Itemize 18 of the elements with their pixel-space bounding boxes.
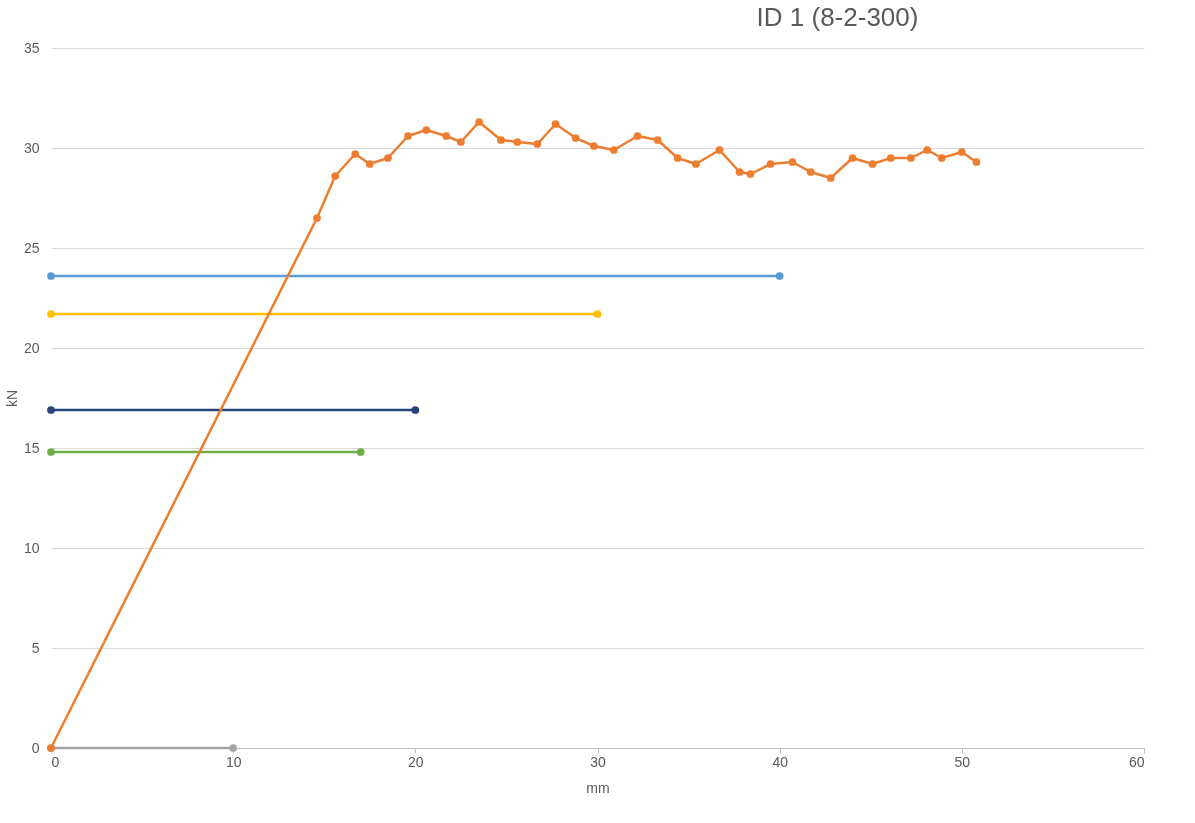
y-tick-label: 5 [31, 639, 40, 656]
y-tick-label: 30 [23, 139, 40, 156]
x-tick-label: 50 [954, 753, 971, 770]
y-tick-label: 15 [23, 439, 40, 456]
y-tick-label: 0 [31, 739, 40, 756]
x-tick-label: 30 [590, 753, 606, 770]
y-axis-title: kN [3, 389, 20, 408]
x-tick-label: 60 [1128, 753, 1145, 770]
x-axis-title: mm [586, 779, 610, 796]
y-tick-label: 10 [23, 539, 40, 556]
x-tick-label: 10 [225, 753, 242, 770]
y-tick-label: 25 [23, 239, 40, 256]
x-tick-label: 0 [51, 753, 60, 770]
chart-title: ID 1 (8-2-300) [756, 2, 919, 32]
x-tick-label: 40 [772, 753, 789, 770]
y-tick-label: 20 [23, 339, 40, 356]
x-tick-label: 20 [408, 753, 424, 770]
y-tick-label: 35 [23, 39, 40, 56]
